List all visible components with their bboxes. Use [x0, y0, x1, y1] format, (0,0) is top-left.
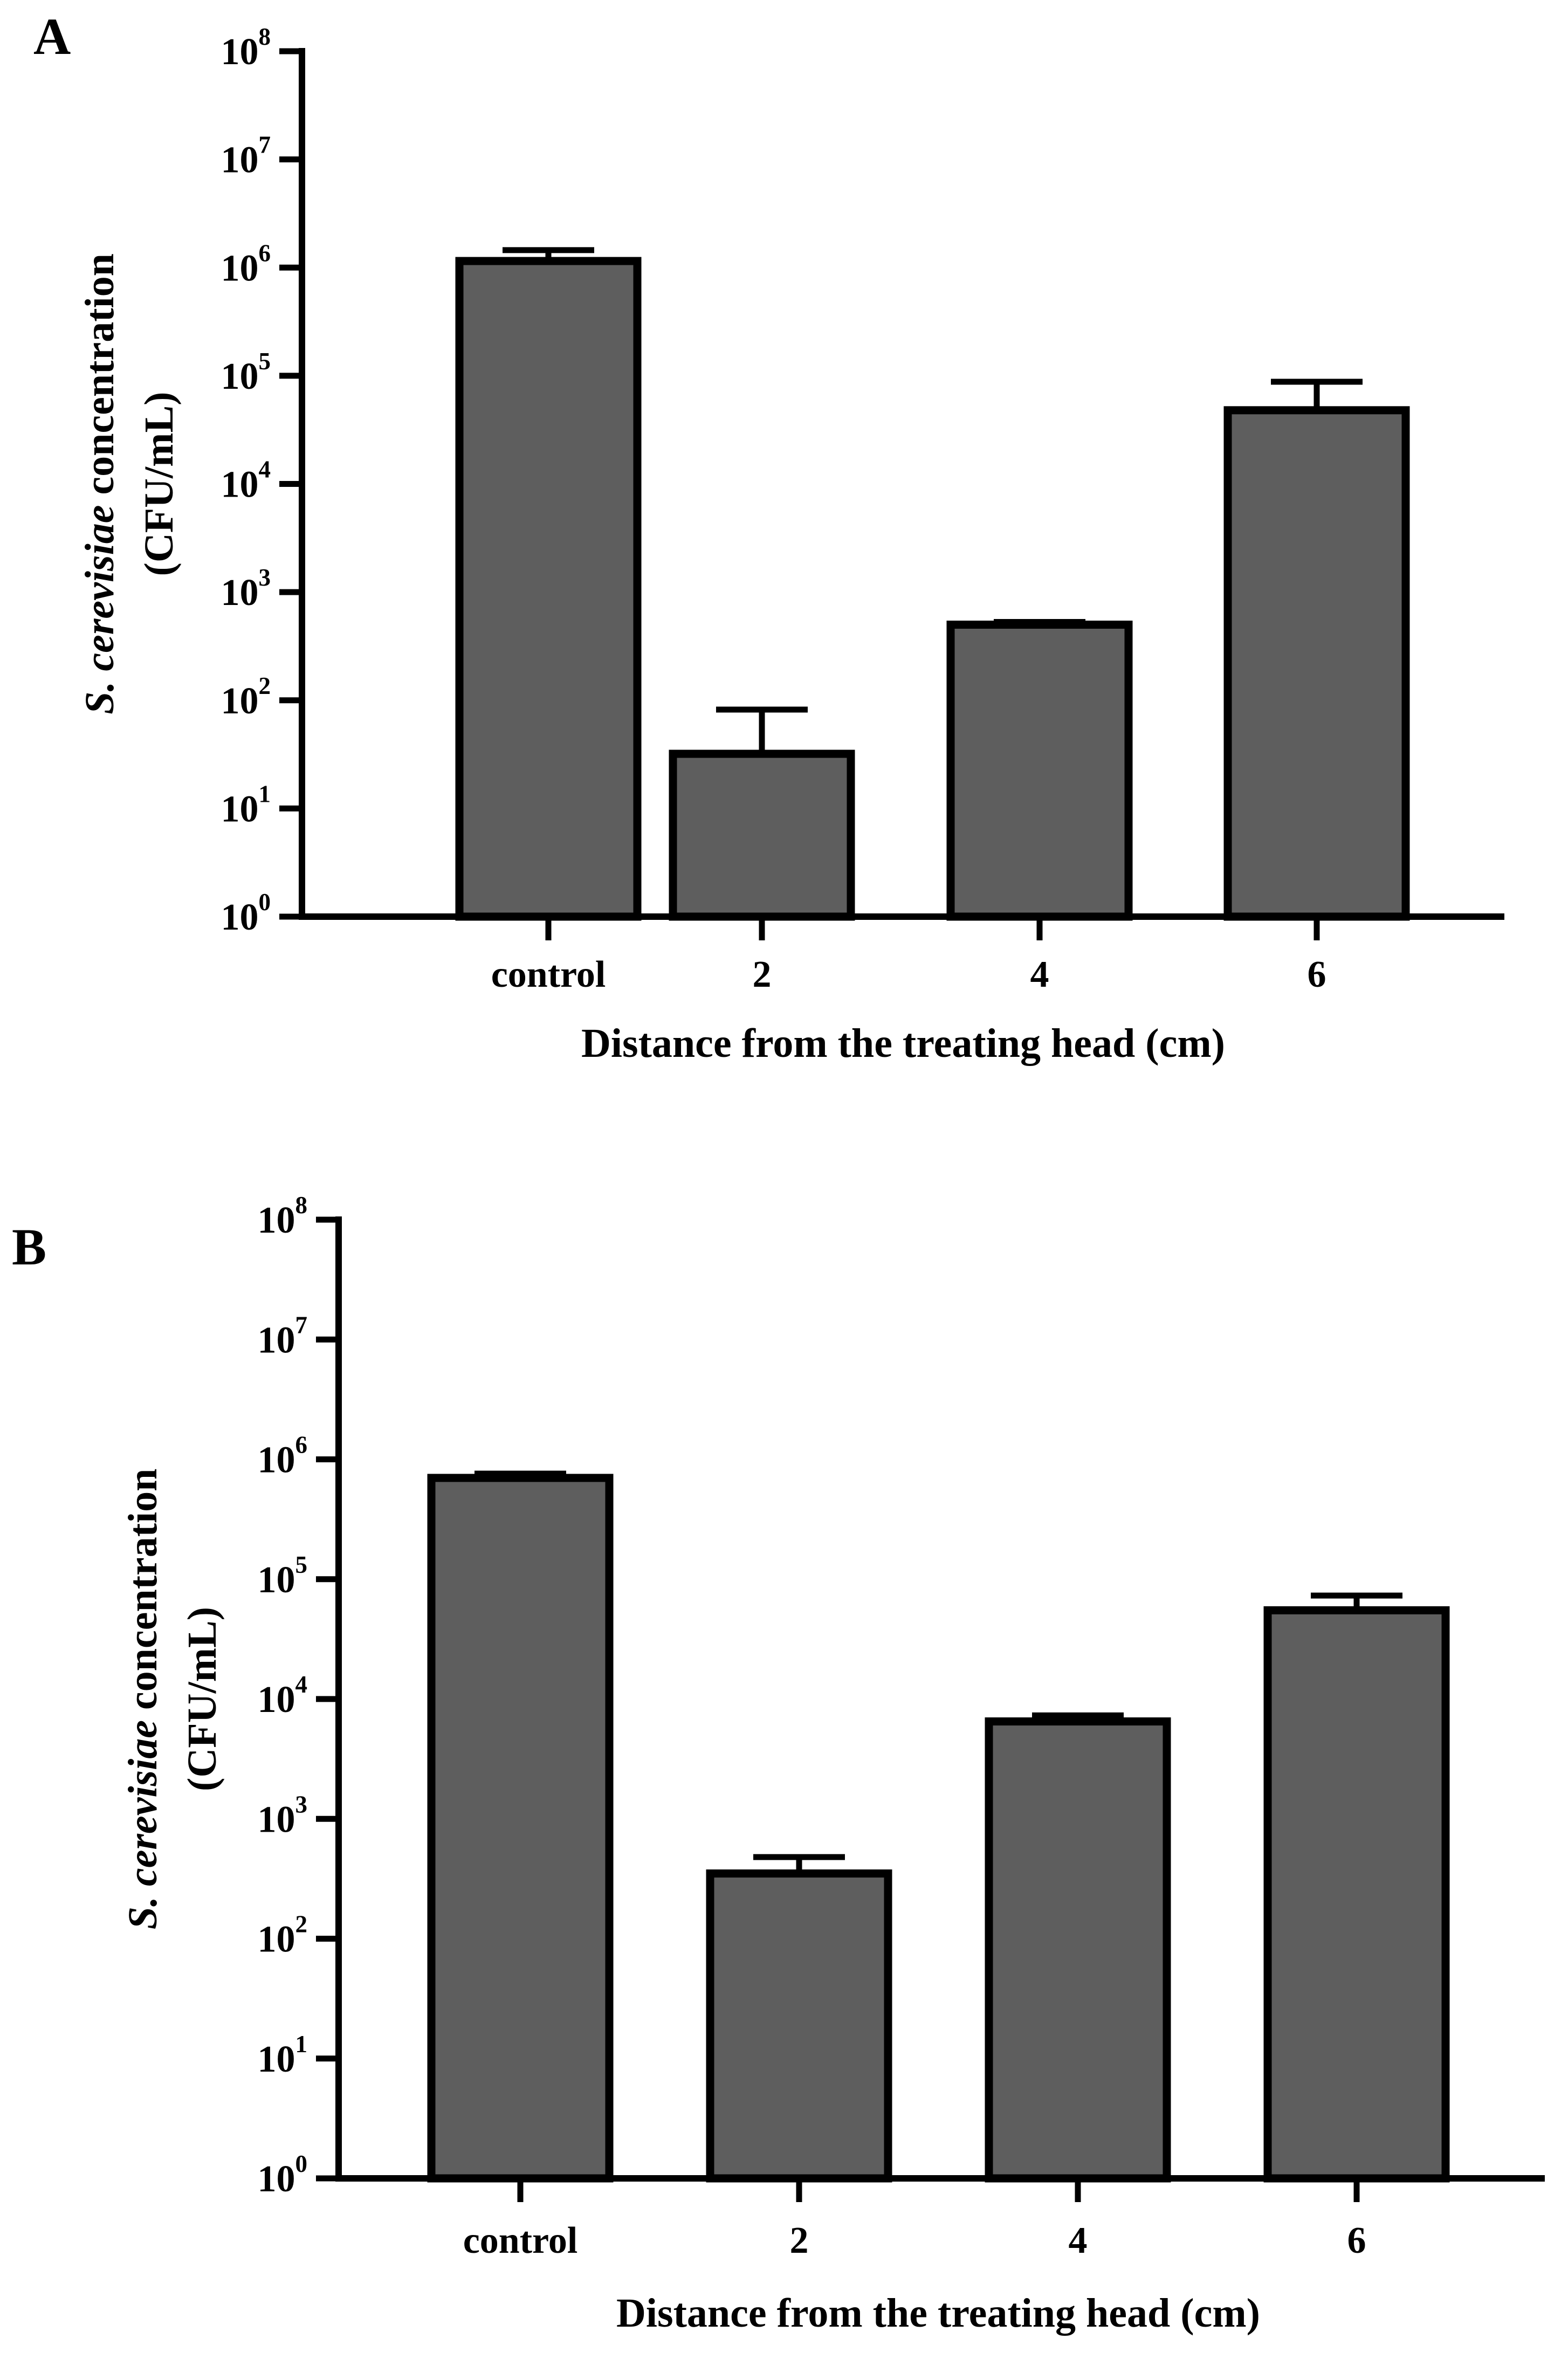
y-axis-title: S. cerevisiae concentration: [120, 1469, 166, 1930]
y-axis-unit: (CFU/mL): [180, 1607, 225, 1791]
x-tick-label: 6: [1347, 2220, 1366, 2261]
x-axis-title: Distance from the treating head (cm): [616, 2291, 1260, 2336]
x-tick-label: control: [491, 954, 606, 995]
bar-2: [669, 749, 855, 921]
bar-2: [706, 1869, 892, 2183]
bar-control: [427, 1474, 614, 2183]
x-axis-title: Distance from the treating head (cm): [581, 1021, 1225, 1066]
chart-panel-b: B 100 101 102 103 104 105 106 107 108 control 2 4 6 Di…: [12, 1192, 1545, 2336]
y-tick-label: 102: [221, 672, 271, 722]
panel-label: B: [12, 1218, 46, 1276]
y-tick-label: 107: [258, 1311, 308, 1361]
y-tick-label: 106: [258, 1432, 308, 1481]
y-tick-label: 103: [221, 564, 271, 614]
bar-4: [985, 1717, 1171, 2183]
y-tick-label: 100: [258, 2150, 308, 2200]
y-tick-label: 105: [221, 348, 271, 397]
y-tick-label: 108: [221, 23, 271, 73]
bar-4: [946, 621, 1133, 921]
y-tick-label: 106: [221, 239, 271, 289]
bar-control: [455, 257, 642, 921]
y-tick-label: 101: [221, 780, 271, 830]
y-tick-label: 103: [258, 1791, 308, 1840]
y-tick-label: 104: [221, 456, 271, 506]
y-tick-label: 107: [221, 132, 271, 181]
x-tick-label: control: [463, 2220, 578, 2261]
y-axis-unit: (CFU/mL): [136, 392, 182, 576]
y-tick-label: 104: [258, 1671, 308, 1721]
x-tick-label: 2: [790, 2220, 809, 2261]
x-tick-label: 4: [1030, 954, 1049, 995]
panel-label: A: [33, 8, 71, 65]
y-axis-title: S. cerevisiae concentration: [77, 253, 122, 714]
y-tick-label: 101: [258, 2031, 308, 2080]
x-tick-label: 2: [753, 954, 772, 995]
chart-panel-a: A 100 101 102 103 104 105 106 107 108 control 2 4 6 Di…: [33, 8, 1504, 1066]
y-tick-label: 105: [258, 1551, 308, 1601]
x-tick-label: 4: [1069, 2220, 1088, 2261]
y-tick-label: 108: [258, 1192, 308, 1241]
bar-6: [1223, 406, 1410, 921]
bar-6: [1263, 1606, 1450, 2183]
y-tick-label: 100: [221, 889, 271, 938]
x-tick-label: 6: [1308, 954, 1326, 995]
y-tick-label: 102: [258, 1911, 308, 1961]
